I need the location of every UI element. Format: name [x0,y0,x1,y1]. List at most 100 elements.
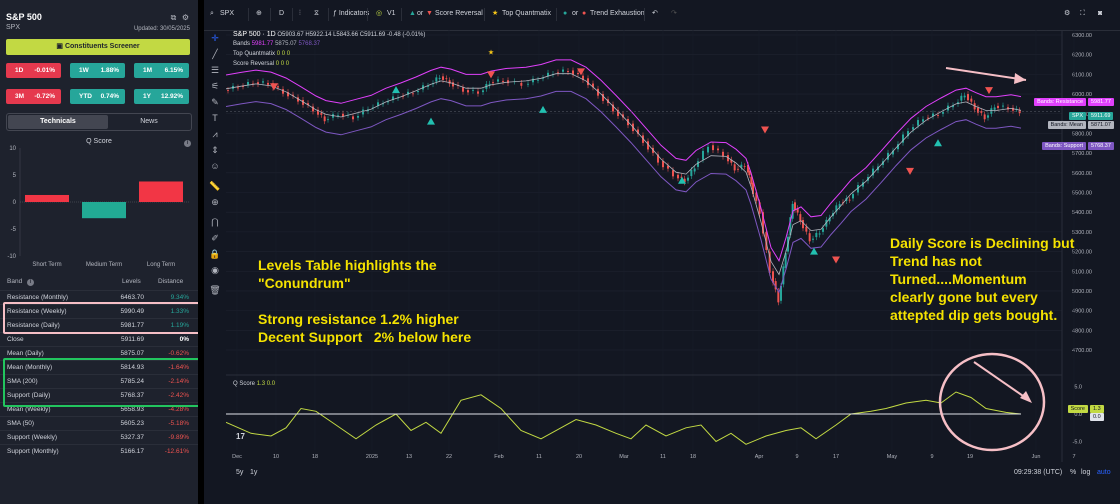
candle-body [242,86,244,87]
log-toggle[interactable]: log [1081,469,1091,476]
time-tick: 7 [1072,454,1075,460]
crosshair-icon[interactable]: ✛ [211,33,219,43]
stay-in-drawing-icon[interactable]: ✐ [211,233,219,243]
candle-body [287,92,289,97]
reversal-up-marker [539,105,547,113]
top-quantmatix-label[interactable]: Top Quantmatix [502,10,552,17]
perf-label: YTD [79,93,92,100]
trendline-icon[interactable]: ╱ [212,49,218,59]
candle-body [677,174,679,179]
fib-icon[interactable]: ☰ [210,65,220,75]
percent-toggle[interactable]: % [1070,469,1077,476]
auto-toggle[interactable]: auto [1097,469,1111,476]
candle-body [808,233,811,242]
candle-body [733,164,736,171]
price-tick: 5500.00 [1072,191,1092,197]
osc-tick: 0.0 [1074,412,1082,418]
band-name: SMA (200) [7,378,38,385]
band-level: 5785.24 [120,378,145,385]
reversal-down-marker [270,83,278,91]
candle-body [887,152,889,160]
v1-label[interactable]: V1 [387,10,396,17]
brush-icon[interactable]: ✎ [211,97,219,107]
candle-body [520,82,523,86]
candle-body [352,116,354,120]
candle-body [542,77,544,79]
ruler-icon[interactable]: 📏 [209,181,221,191]
pattern-icon[interactable]: ⩘ [212,129,218,139]
candle-body [572,70,574,75]
price-chart[interactable]: 6300.006200.006100.006000.005900.005800.… [226,30,1120,462]
info-icon[interactable]: i [184,140,191,147]
price-tag-value: 5981.77 [1088,98,1114,106]
time-tick: Apr [755,454,764,460]
text-icon[interactable]: T [212,113,218,123]
levels-row: Support (Monthly) 5166.17 -12.61% [0,444,198,459]
band-distance: -12.61% [164,448,189,455]
time-tick: 20 [576,454,582,460]
trend-exhaustion-label[interactable]: Trend Exhaustion [590,10,645,17]
legend-band-res: 5981.77 [251,41,274,47]
eye-icon[interactable]: ◉ [211,265,219,275]
candle-body [557,72,559,74]
indicators-button[interactable]: ƒ Indicators [333,8,369,20]
candle-body [323,116,326,122]
compare-icon[interactable]: ⫶ [299,10,301,17]
add-symbol-icon[interactable]: ⊕ [256,10,262,17]
trash-icon[interactable]: 🗑 [209,285,221,295]
candle-body [970,98,973,102]
chart-type-icon[interactable]: ⧖ [314,10,319,17]
candle-body [690,169,693,177]
undo-icon[interactable]: ↶ [652,10,658,17]
clock-time: 09:29:38 (UTC) [1014,469,1063,476]
candle-body [987,115,989,118]
reversal-down-marker [985,87,993,95]
search-icon[interactable]: ⌕ [210,10,214,17]
fullscreen-icon[interactable]: ⛶ [1080,10,1085,17]
zoom-in-icon[interactable]: ⊕ [211,197,219,207]
camera-icon[interactable]: ◙ [1098,10,1103,17]
perf-value: 1.88% [100,67,119,74]
band-name: Resistance (Monthly) [7,294,69,301]
reversal-up-marker [427,117,435,125]
patterns-icon[interactable]: ⚟ [210,81,220,91]
candle-body [445,78,448,80]
candle-body [477,91,479,94]
reversal-down-marker [487,71,495,79]
score-reversal-label[interactable]: Score Reversal [435,10,483,17]
redo-icon[interactable]: ↷ [671,10,677,17]
candle-body [382,103,384,105]
magnet-icon[interactable]: ⋂ [211,217,219,227]
perf-value: 12.92% [160,93,183,100]
candle-body [680,176,683,178]
candle-body [758,202,761,214]
candle-body [292,94,294,96]
settings-icon[interactable]: ⚙ [1064,10,1071,17]
tab-technicals[interactable]: Technicals [8,115,108,129]
symbol-search[interactable]: SPX [220,10,235,17]
info-icon[interactable]: i [27,279,34,286]
perf-value: -0.01% [34,67,55,74]
perf-label: 1W [79,67,89,74]
candle-body [697,161,699,167]
emoji-icon[interactable]: ☺ [210,161,220,171]
price-tick: 5000.00 [1072,289,1092,295]
or-label-2: or [572,10,579,17]
time-tick: 11 [536,454,542,460]
measure-icon[interactable]: ⇕ [211,145,219,155]
reversal-down-marker [577,68,585,76]
tab-news[interactable]: News [140,118,158,125]
support-highlight-box [3,358,207,407]
time-tick: 9 [930,454,933,460]
range-5y[interactable]: 5y [236,469,244,476]
interval-button[interactable]: D [279,10,285,17]
range-1y[interactable]: 1y [250,469,258,476]
price-tag-value: 5911.69 [1088,112,1114,120]
share-icon[interactable]: ⧉ [170,13,177,22]
candle-body [748,170,751,176]
declining-arrow-head [1020,391,1032,403]
constituents-screener-button[interactable]: ▣ Constituents Screener [6,39,190,55]
settings-icon[interactable]: ⚙ [181,13,190,22]
lock-icon[interactable]: 🔒 [209,249,221,259]
fx-icon: ƒ [333,10,339,17]
